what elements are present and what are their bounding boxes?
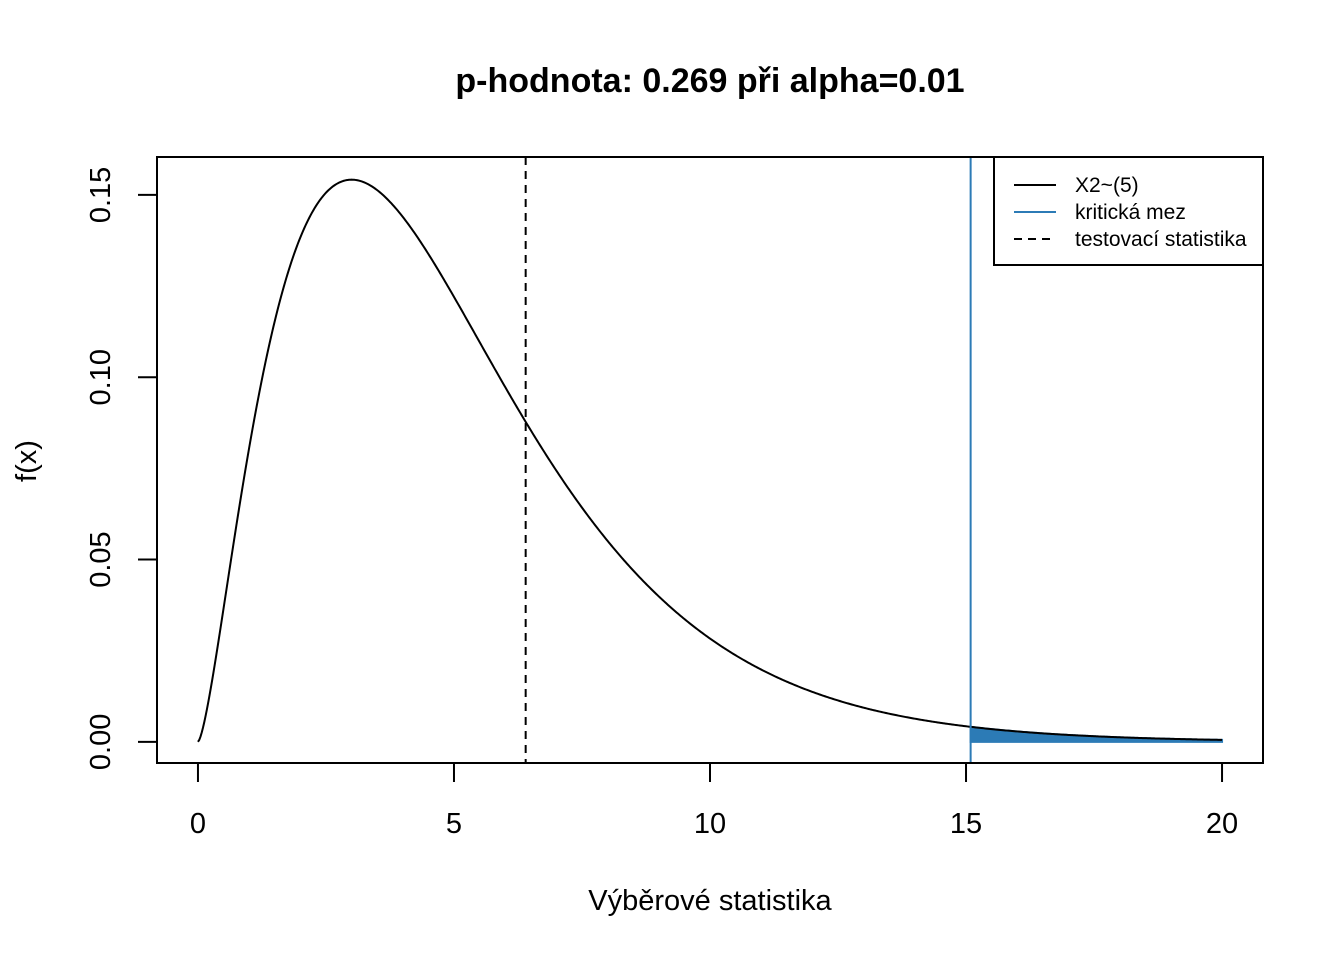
legend: X2~(5) kritická mez testovací statistika: [993, 156, 1264, 266]
density-point: [862, 693, 865, 696]
density-point: [427, 236, 430, 239]
y-tick-label: 0.10: [85, 349, 117, 405]
legend-label-critical: kritická mez: [1075, 201, 1186, 224]
legend-label-statistic: testovací statistika: [1075, 228, 1247, 251]
plot-frame: [156, 156, 1264, 764]
plot-area: [197, 157, 1224, 763]
density-point: [555, 434, 558, 437]
x-tick-label: 5: [446, 808, 462, 840]
density-point: [606, 505, 609, 508]
density-point: [760, 647, 763, 650]
density-point: [683, 589, 686, 592]
x-tick-label: 20: [1206, 808, 1238, 840]
y-tick-label: 0.15: [85, 167, 117, 223]
density-point: [504, 353, 507, 356]
density-point: [1016, 725, 1019, 728]
x-axis: 0 5 10 15 20: [190, 762, 1238, 840]
density-point: [965, 718, 968, 721]
density-point: [1118, 733, 1121, 736]
chart-title: p-hodnota: 0.269 při alpha=0.01: [455, 62, 964, 100]
density-point: [529, 394, 532, 397]
density-point: [709, 611, 712, 614]
density-point: [1067, 730, 1070, 733]
y-tick-label: 0.05: [85, 531, 117, 587]
density-point: [401, 206, 404, 209]
density-curve: [197, 178, 1223, 743]
x-axis-label: Výběrové statistika: [588, 885, 832, 917]
density-point: [452, 273, 455, 276]
y-tick-label: 0.00: [85, 714, 117, 770]
density-point: [811, 674, 814, 677]
y-axis-label: f(x): [11, 440, 43, 482]
density-point: [913, 708, 916, 711]
x-tick-label: 15: [950, 808, 982, 840]
density-point: [478, 313, 481, 316]
legend-label-density: X2~(5): [1075, 174, 1139, 197]
x-tick-label: 10: [694, 808, 726, 840]
density-point: [657, 564, 660, 567]
y-axis: 0.00 0.05 0.10 0.15: [85, 167, 158, 770]
x-tick-label: 0: [190, 808, 206, 840]
density-point: [580, 471, 583, 474]
density-point: [632, 536, 635, 539]
